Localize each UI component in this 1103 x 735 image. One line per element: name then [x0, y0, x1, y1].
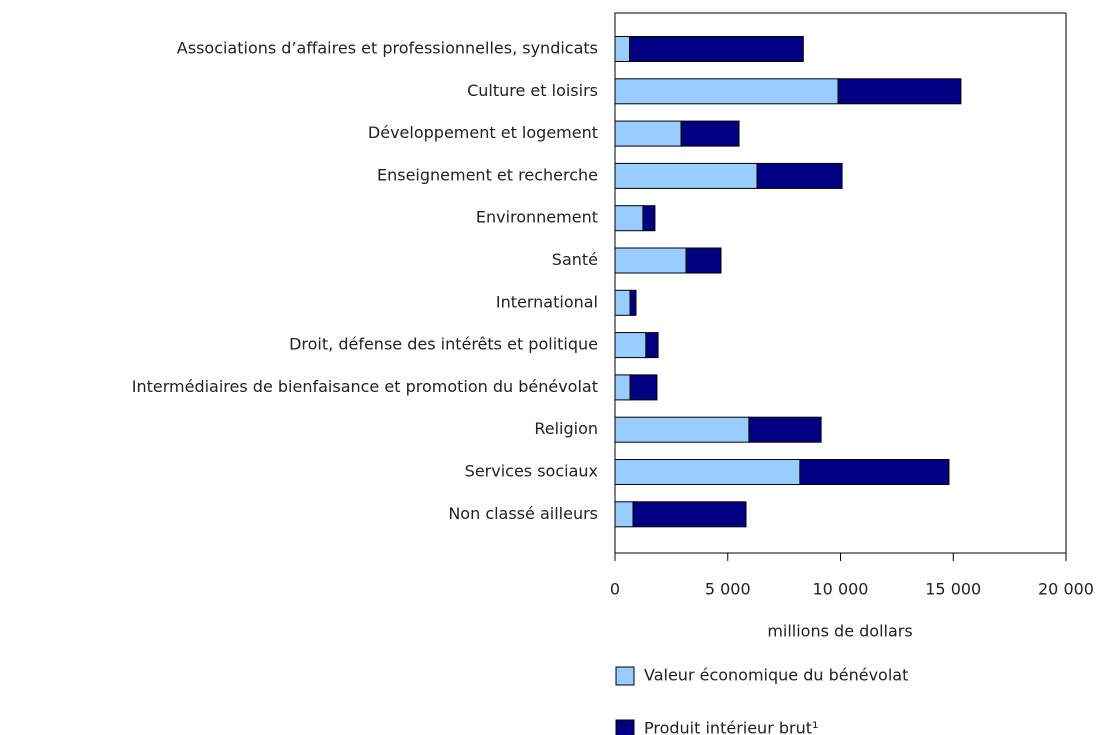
y-tick-label: Religion	[534, 419, 598, 438]
bar-segment	[614, 374, 631, 401]
y-tick-label: Services sociaux	[465, 462, 598, 481]
bar-segment	[629, 289, 637, 316]
bar-segment	[614, 78, 839, 105]
x-axis-label: millions de dollars	[767, 622, 912, 641]
x-tick-label: 0	[610, 580, 620, 599]
bar-segment	[799, 459, 950, 485]
bar-segment	[837, 78, 962, 105]
bar-segment	[614, 289, 631, 316]
y-tick-label: Développement et logement	[368, 123, 598, 142]
bar-segment	[614, 162, 758, 189]
x-tick-label: 5 000	[705, 580, 751, 599]
y-tick-label: International	[496, 292, 598, 311]
x-tick-label: 20 000	[1038, 580, 1094, 599]
bar-segment	[614, 501, 634, 528]
y-tick-label: Intermédiaires de bienfaisance et promot…	[132, 377, 598, 396]
bar-segment	[632, 501, 747, 528]
legend-label: Valeur économique du bénévolat	[644, 666, 908, 685]
bar-segment	[748, 416, 822, 443]
x-tick-label: 10 000	[813, 580, 869, 599]
y-tick-label: Droit, défense des intérêts et politique	[289, 335, 598, 354]
y-tick-label: Culture et loisirs	[467, 81, 598, 100]
bar-segment	[614, 459, 801, 485]
legend-swatch	[615, 666, 635, 686]
legend-label: Produit intérieur brut¹	[644, 719, 818, 735]
y-tick-label: Santé	[552, 250, 598, 269]
bar-segment	[614, 416, 750, 443]
bar-segment	[645, 332, 659, 359]
bar-segment	[614, 120, 682, 147]
y-tick-label: Enseignement et recherche	[377, 165, 598, 184]
bar-segment	[642, 205, 656, 232]
y-tick-label: Associations d’affaires et professionnel…	[177, 39, 598, 58]
legend-swatch	[615, 719, 635, 735]
bar-segment	[685, 247, 722, 274]
bar-segment	[614, 332, 647, 359]
bar-segment	[756, 162, 843, 189]
bar-segment	[629, 36, 804, 62]
bar-segment	[614, 36, 631, 62]
y-tick-label: Non classé ailleurs	[448, 504, 598, 523]
bar-segment	[614, 205, 644, 232]
x-tick-label: 15 000	[925, 580, 981, 599]
y-tick-label: Environnement	[476, 208, 598, 227]
bar-segment	[629, 374, 658, 401]
bar-segment	[680, 120, 740, 147]
bar-segment	[614, 247, 687, 274]
